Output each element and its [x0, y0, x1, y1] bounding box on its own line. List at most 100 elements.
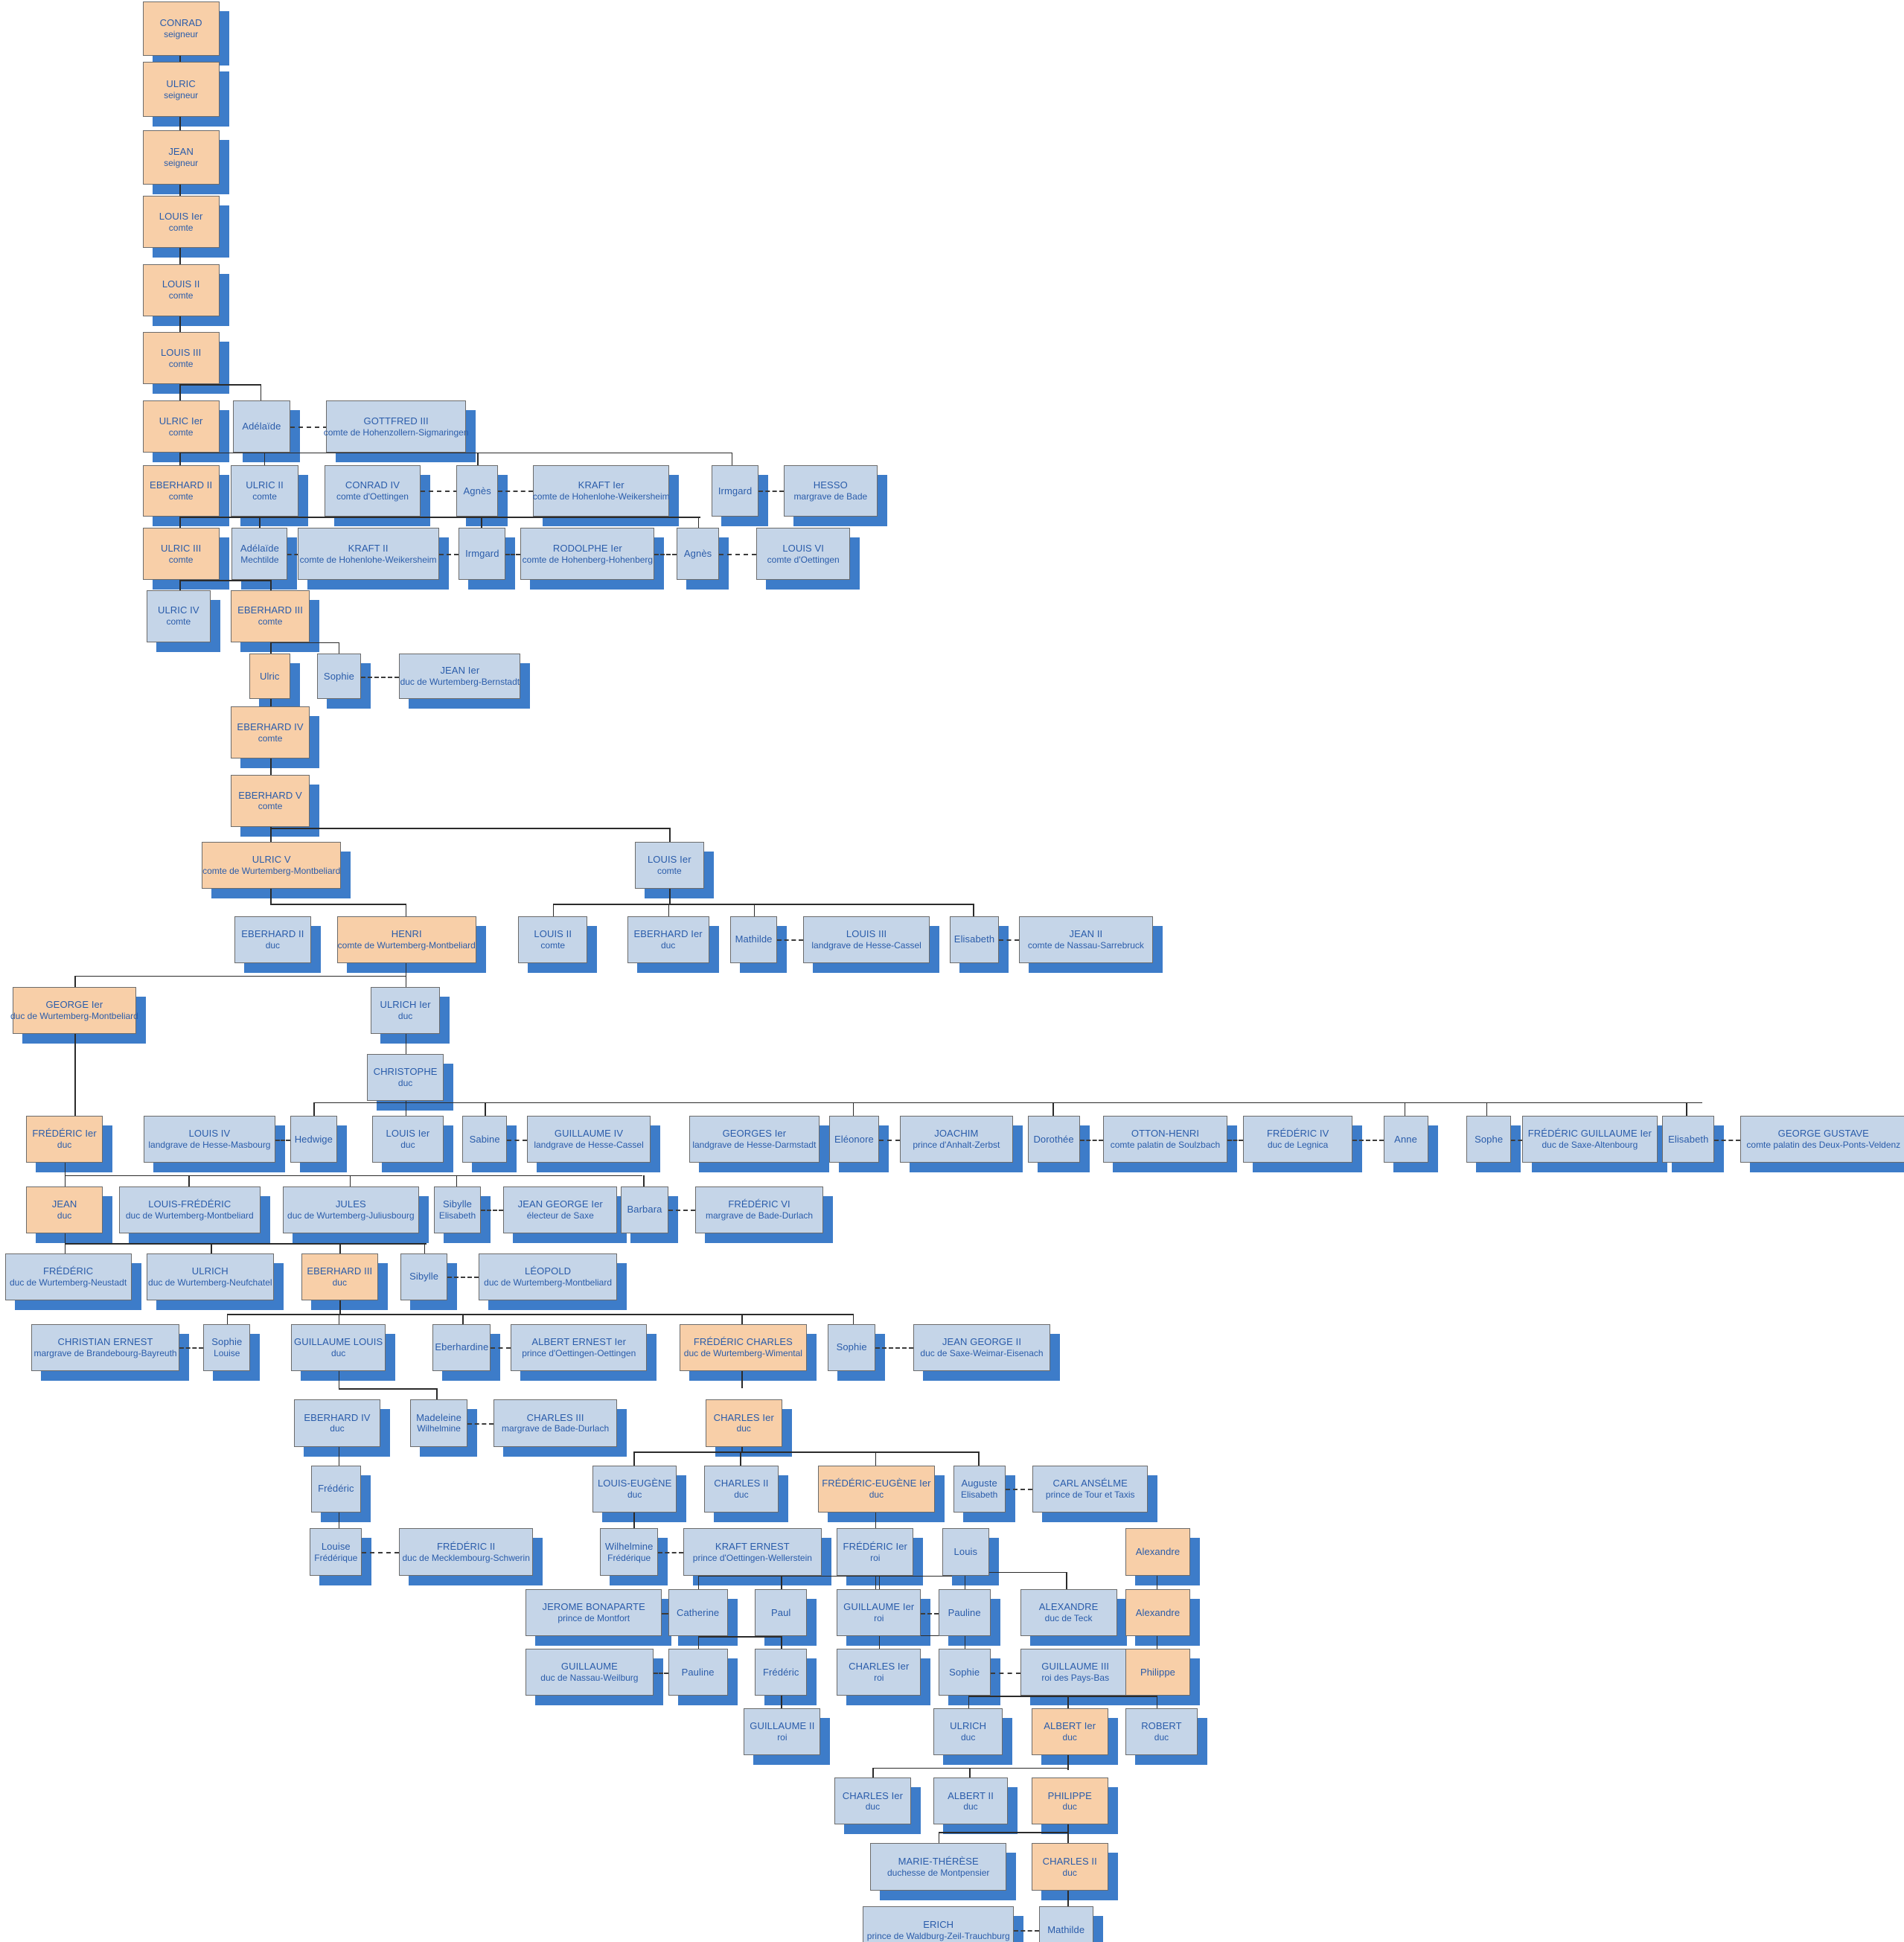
person-node-mathilde2[interactable]: Mathilde: [1038, 1906, 1093, 1942]
person-node-frederic4_legnica[interactable]: FRÉDÉRIC IV duc de Legnica: [1243, 1115, 1352, 1163]
person-node-wilhelmine_f[interactable]: Wilhelmine Frédérique: [600, 1528, 659, 1576]
person-node-mathilde1[interactable]: Mathilde: [729, 916, 778, 963]
person-node-sophie_bernstadt[interactable]: Sophie: [317, 653, 361, 700]
person-node-ulrich_neufchatel[interactable]: ULRICH duc de Wurtemberg-Neufchatel: [146, 1253, 275, 1300]
person-node-charles1_duc[interactable]: CHARLES Ier duc: [705, 1399, 782, 1447]
person-node-ulric3_comte[interactable]: ULRIC III comte: [142, 528, 220, 581]
person-node-frederic_neustadt[interactable]: FRÉDÉRIC duc de Wurtemberg-Neustadt: [4, 1253, 132, 1300]
person-node-charles2_duc[interactable]: CHARLES II duc: [703, 1465, 779, 1513]
person-node-kraft1[interactable]: KRAFT Ier comte de Hohenlohe-Weikersheim: [533, 464, 670, 517]
person-node-christophe_duc[interactable]: CHRISTOPHE duc: [366, 1053, 444, 1101]
person-node-george1_mont[interactable]: GEORGE Ier duc de Wurtemberg-Montbeliard: [10, 986, 138, 1034]
person-node-madeleine_w[interactable]: Madeleine Wilhelmine: [410, 1399, 467, 1447]
person-node-anne[interactable]: Anne: [1383, 1115, 1428, 1163]
person-node-louise_frederique[interactable]: Louise Frédérique: [310, 1528, 362, 1576]
person-node-frederic_small2[interactable]: Frédéric: [755, 1648, 808, 1696]
person-node-catherine[interactable]: Catherine: [668, 1589, 728, 1637]
person-node-louis4_hesse[interactable]: LOUIS IV landgrave de Hesse-Masbourg: [144, 1115, 275, 1163]
person-node-ulric_seigneur[interactable]: ULRIC seigneur: [142, 62, 220, 117]
person-node-guillaume2_roi[interactable]: GUILLAUME II roi: [744, 1708, 821, 1756]
person-node-otton_henri[interactable]: OTTON-HENRI comte palatin de Soulzbach: [1103, 1115, 1227, 1163]
person-node-louis1_comte[interactable]: LOUIS Ier comte: [142, 196, 220, 249]
person-node-jean_seigneur[interactable]: JEAN seigneur: [142, 130, 220, 185]
person-node-albert2_duc[interactable]: ALBERT II duc: [933, 1777, 1008, 1825]
person-node-louis_small[interactable]: Louis: [942, 1528, 989, 1576]
person-node-eberhard1_duc[interactable]: EBERHARD Ier duc: [627, 916, 709, 963]
person-node-frederic1_duc[interactable]: FRÉDÉRIC Ier duc: [25, 1115, 103, 1163]
person-node-frederic_guillaume1[interactable]: FRÉDÉRIC GUILLAUME Ier duc de Saxe-Altenb…: [1522, 1115, 1658, 1163]
person-node-louis3_hesse[interactable]: LOUIS III landgrave de Hesse-Cassel: [803, 916, 930, 963]
person-node-eberhard4_comte[interactable]: EBERHARD IV comte: [230, 706, 310, 759]
person-node-leopold_mont[interactable]: LÉOPOLD duc de Wurtemberg-Montbeliard: [478, 1253, 618, 1300]
person-node-eberhard3_comte[interactable]: EBERHARD III comte: [230, 590, 310, 642]
person-node-elisabeth1[interactable]: Elisabeth: [949, 916, 1000, 963]
person-node-henri_mont[interactable]: HENRI comte de Wurtemberg-Montbeliard: [336, 916, 476, 963]
person-node-pauline2[interactable]: Pauline: [668, 1648, 728, 1696]
person-node-eberhard2_duc[interactable]: EBERHARD II duc: [234, 916, 311, 963]
person-node-louis6[interactable]: LOUIS VI comte d'Oettingen: [755, 528, 851, 581]
person-node-frederic_eugene1[interactable]: FRÉDÉRIC-EUGÈNE Ier duc: [818, 1465, 935, 1513]
person-node-jean2_nassau[interactable]: JEAN II comte de Nassau-Sarrebruck: [1018, 916, 1153, 963]
person-node-guillaume3_pb[interactable]: GUILLAUME III roi des Pays-Bas: [1020, 1648, 1131, 1696]
person-node-eberhard2_comte[interactable]: EBERHARD II comte: [142, 464, 220, 517]
person-node-louis3_comte[interactable]: LOUIS III comte: [142, 332, 220, 385]
person-node-dorothee[interactable]: Dorothée: [1027, 1115, 1080, 1163]
person-node-conrad4[interactable]: CONRAD IV comte d'Oettingen: [325, 464, 421, 517]
person-node-louis2b_comte[interactable]: LOUIS II comte: [518, 916, 588, 963]
person-node-ulrich1_duc[interactable]: ULRICH Ier duc: [370, 986, 441, 1034]
person-node-kraft2[interactable]: KRAFT II comte de Hohenlohe-Weikersheim: [297, 528, 439, 581]
person-node-sophie_louise[interactable]: Sophie Louise: [203, 1323, 251, 1371]
person-node-robert_duc[interactable]: ROBERT duc: [1125, 1708, 1198, 1756]
person-node-jean_duc[interactable]: JEAN duc: [25, 1186, 103, 1234]
person-node-christian_ernest[interactable]: CHRISTIAN ERNEST margrave de Brandebourg-…: [31, 1323, 180, 1371]
person-node-guillaume_nassau[interactable]: GUILLAUME duc de Nassau-Weilburg: [525, 1648, 654, 1696]
person-node-irmgard2[interactable]: Irmgard: [459, 528, 506, 581]
person-node-irmgard1[interactable]: Irmgard: [711, 464, 759, 517]
person-node-alexandre2[interactable]: Alexandre: [1125, 1589, 1190, 1637]
person-node-auguste_elisabeth[interactable]: Auguste Elisabeth: [953, 1465, 1006, 1513]
person-node-george_gustave[interactable]: GEORGE GUSTAVE comte palatin des Deux-Pon…: [1740, 1115, 1904, 1163]
person-node-frederic6_bade[interactable]: FRÉDÉRIC VI margrave de Bade-Durlach: [695, 1186, 823, 1234]
person-node-albert_ernest1[interactable]: ALBERT ERNEST Ier prince d'Oettingen-Oett…: [511, 1323, 648, 1371]
person-node-ulric4_comte[interactable]: ULRIC IV comte: [146, 590, 211, 642]
person-node-guillaume4_hesse[interactable]: GUILLAUME IV landgrave de Hesse-Cassel: [526, 1115, 651, 1163]
person-node-eberhard4_duc[interactable]: EBERHARD IV duc: [293, 1399, 381, 1447]
person-node-adelaide1[interactable]: Adélaïde: [233, 400, 290, 453]
person-node-marie_therese[interactable]: MARIE-THÉRÈSE duchesse de Montpensier: [870, 1843, 1007, 1891]
person-node-kraft_ernest[interactable]: KRAFT ERNEST prince d'Oettingen-Wellerste…: [683, 1528, 822, 1576]
person-node-rodolphe1[interactable]: RODOLPHE Ier comte de Hohenberg-Hohenberg: [520, 528, 655, 581]
person-node-louis2_comte[interactable]: LOUIS II comte: [142, 263, 220, 316]
person-node-erich_waldburg[interactable]: ERICH prince de Waldburg-Zeil-Trauchburg: [863, 1906, 1015, 1942]
person-node-ulric1_comte[interactable]: ULRIC Ier comte: [142, 400, 220, 453]
person-node-sibylle_elisabeth[interactable]: Sibylle Elisabeth: [433, 1186, 482, 1234]
person-node-jerome_bonaparte[interactable]: JEROME BONAPARTE prince de Montfort: [525, 1589, 662, 1637]
person-node-charles3_bade[interactable]: CHARLES III margrave de Bade-Durlach: [493, 1399, 618, 1447]
person-node-barbara[interactable]: Barbara: [621, 1186, 668, 1234]
person-node-charles2_duc2[interactable]: CHARLES II duc: [1031, 1843, 1108, 1891]
person-node-hedwige[interactable]: Hedwige: [290, 1115, 337, 1163]
person-node-joachim[interactable]: JOACHIM prince d'Anhalt-Zerbst: [900, 1115, 1013, 1163]
person-node-frederic_charles[interactable]: FRÉDÉRIC CHARLES duc de Wurtemberg-Wiment…: [679, 1323, 808, 1371]
person-node-agnes2[interactable]: Agnès: [677, 528, 719, 581]
person-node-eberhardine[interactable]: Eberhardine: [432, 1323, 491, 1371]
person-node-sabine[interactable]: Sabine: [462, 1115, 508, 1163]
person-node-eleonore[interactable]: Eléonore: [829, 1115, 879, 1163]
person-node-philippe_small[interactable]: Philippe: [1125, 1648, 1190, 1696]
person-node-sibylle2[interactable]: Sibylle: [400, 1253, 448, 1300]
person-node-gottfred3[interactable]: GOTTFRED III comte de Hohenzollern-Sigmar…: [324, 400, 468, 453]
person-node-frederic2_meck[interactable]: FRÉDÉRIC II duc de Mecklembourg-Schwerin: [399, 1528, 534, 1576]
person-node-louis_eugene[interactable]: LOUIS-EUGÈNE duc: [592, 1465, 677, 1513]
person-node-adelaide_mechtilde[interactable]: Adélaïde Mechtilde: [231, 528, 288, 581]
person-node-charles1_duc2[interactable]: CHARLES Ier duc: [834, 1777, 912, 1825]
person-node-conrad[interactable]: CONRAD seigneur: [142, 1, 220, 56]
person-node-philippe_duc[interactable]: PHILIPPE duc: [1031, 1777, 1108, 1825]
person-node-louis_frederic[interactable]: LOUIS-FRÉDÉRIC duc de Wurtemberg-Montbeli…: [118, 1186, 261, 1234]
person-node-guillaume1_roi[interactable]: GUILLAUME Ier roi: [837, 1589, 921, 1637]
person-node-jean_george2[interactable]: JEAN GEORGE II duc de Saxe-Weimar-Eisenac…: [913, 1323, 1050, 1371]
person-node-albert1_duc[interactable]: ALBERT Ier duc: [1031, 1708, 1108, 1756]
person-node-eberhard3_duc[interactable]: EBERHARD III duc: [301, 1253, 378, 1300]
person-node-charles1_roi[interactable]: CHARLES Ier roi: [837, 1648, 921, 1696]
person-node-carl_anselme[interactable]: CARL ANSÉLME prince de Tour et Taxis: [1032, 1465, 1149, 1513]
